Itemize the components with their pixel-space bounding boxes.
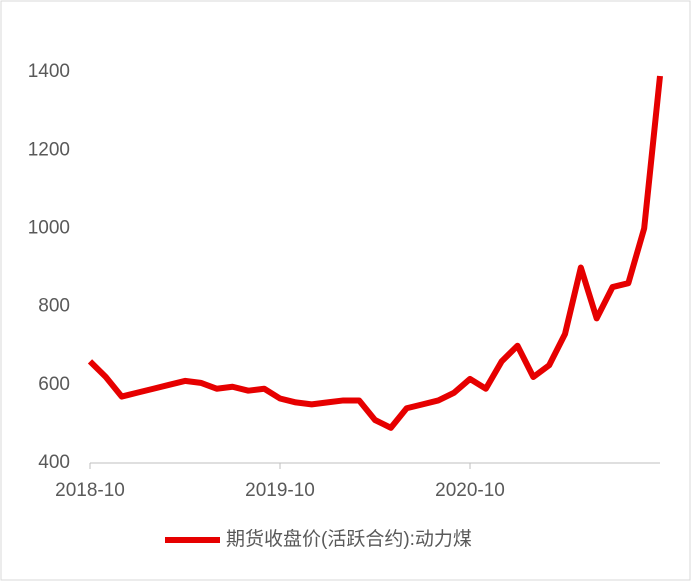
y-tick-label: 1000 <box>28 217 70 238</box>
y-tick-label: 800 <box>38 296 70 317</box>
series-line <box>87 75 663 431</box>
x-tick-label: 2019-10 <box>245 480 315 501</box>
legend-label: 期货收盘价(活跃合约):动力煤 <box>226 528 472 550</box>
y-tick-label: 600 <box>38 374 70 395</box>
y-tick-label: 1400 <box>28 61 70 82</box>
y-tick-label: 400 <box>38 452 70 473</box>
x-tick-label: 2020-10 <box>435 480 505 501</box>
y-tick-label: 1200 <box>28 139 70 160</box>
x-tick-label: 2018-10 <box>55 480 125 501</box>
